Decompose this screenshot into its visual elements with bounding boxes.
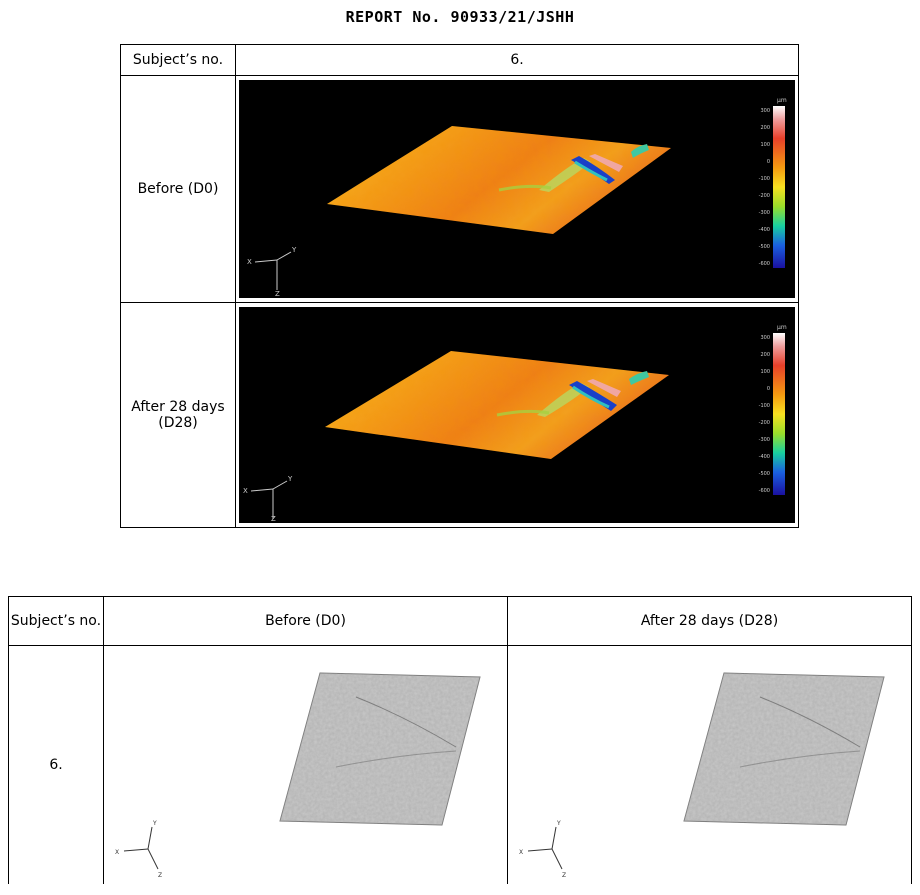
row-label-before: Before (D0) [120, 75, 236, 303]
color-topography-after-image: X Y Z µm 300 200 100 0 -100 -200 -300 -4… [239, 307, 795, 523]
svg-text:100: 100 [760, 369, 770, 375]
subject-no-value: 6. [8, 645, 104, 884]
gray-surface-before-image: X Y Z [105, 647, 506, 883]
after-header: After 28 days (D28) [507, 596, 912, 646]
svg-text:-400: -400 [759, 227, 770, 233]
svg-text:-500: -500 [759, 244, 770, 250]
svg-text:100: 100 [760, 142, 770, 148]
color-scale-bar [773, 106, 785, 268]
scale-unit: µm [777, 97, 787, 104]
axis-y-label: Y [152, 820, 157, 827]
topography-color-table: Subject’s no. 6. Before (D0) [120, 44, 799, 528]
axis-x-label: X [247, 258, 252, 266]
report-title: REPORT No. 90933/21/JSHH [345, 8, 575, 26]
svg-text:300: 300 [760, 108, 770, 114]
svg-text:-600: -600 [759, 261, 770, 267]
axis-y-label: Y [556, 820, 561, 827]
svg-text:-600: -600 [759, 488, 770, 494]
svg-text:-300: -300 [759, 437, 770, 443]
scale-unit: µm [777, 324, 787, 331]
axis-x-label: X [243, 487, 248, 495]
after-gray-cell: X Y Z [507, 645, 912, 884]
svg-text:0: 0 [767, 386, 770, 392]
before-gray-cell: X Y Z [103, 645, 508, 884]
axis-z-label: Z [562, 872, 566, 879]
svg-text:200: 200 [760, 125, 770, 131]
axis-y-label: Y [287, 475, 293, 483]
axis-z-label: Z [271, 515, 276, 523]
before-color-cell: X Y Z µm 300 200 100 0 -100 -200 -300 -4… [235, 75, 799, 303]
axis-z-label: Z [158, 872, 162, 879]
svg-text:-200: -200 [759, 420, 770, 426]
subject-no-value: 6. [235, 44, 799, 76]
axis-y-label: Y [291, 246, 297, 254]
axis-triad-icon [250, 480, 288, 519]
svg-text:300: 300 [760, 335, 770, 341]
color-scale-ticks: 300 200 100 0 -100 -200 -300 -400 -500 -… [759, 335, 770, 494]
after-color-cell: X Y Z µm 300 200 100 0 -100 -200 -300 -4… [235, 302, 799, 528]
svg-text:-200: -200 [759, 193, 770, 199]
axis-z-label: Z [275, 290, 280, 298]
axis-triad-icon [123, 826, 158, 870]
color-scale-ticks: 300 200 100 0 -100 -200 -300 -400 -500 -… [759, 108, 770, 267]
svg-text:-100: -100 [759, 176, 770, 182]
svg-text:-300: -300 [759, 210, 770, 216]
row-label-after: After 28 days (D28) [120, 302, 236, 528]
svg-text:0: 0 [767, 159, 770, 165]
topography-gray-table: Subject’s no. Before (D0) After 28 days … [8, 596, 912, 884]
color-scale-bar [773, 333, 785, 495]
axis-triad-icon [527, 826, 562, 870]
color-topography-before-image: X Y Z µm 300 200 100 0 -100 -200 -300 -4… [239, 80, 795, 298]
axis-x-label: X [115, 849, 119, 856]
svg-text:-500: -500 [759, 471, 770, 477]
svg-text:-100: -100 [759, 403, 770, 409]
before-header: Before (D0) [103, 596, 508, 646]
axis-triad-icon [254, 251, 292, 290]
axis-x-label: X [519, 849, 523, 856]
svg-text:200: 200 [760, 352, 770, 358]
gray-surface-after-image: X Y Z [509, 647, 910, 883]
subject-no-header: Subject’s no. [8, 596, 104, 646]
subject-no-header: Subject’s no. [120, 44, 236, 76]
svg-text:-400: -400 [759, 454, 770, 460]
